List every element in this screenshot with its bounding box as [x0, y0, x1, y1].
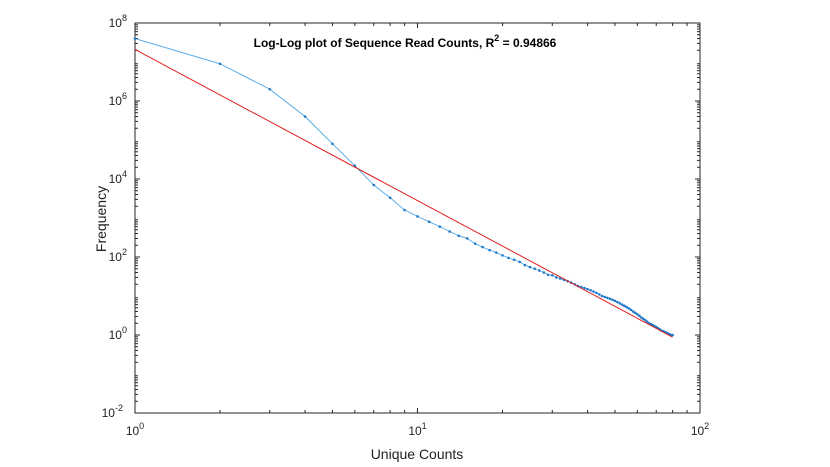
y-tick-label-base: 10 [109, 328, 123, 342]
data-point [388, 196, 392, 200]
data-point [416, 215, 419, 218]
data-point [555, 276, 558, 279]
data-point [494, 251, 498, 254]
x-tick-label-base: 10 [408, 424, 422, 438]
data-point [671, 333, 674, 337]
data-point [542, 271, 546, 274]
y-tick-label: 108 [109, 13, 127, 30]
data-point [465, 237, 469, 240]
y-tick-label-base: 10 [109, 172, 123, 186]
chart-title-superscript: 2 [494, 33, 499, 43]
y-tick-label: 10-2 [102, 403, 123, 420]
data-point [597, 293, 601, 296]
regression-fit-line [134, 48, 673, 338]
chart-title-main: Log-Log plot of Sequence Read Counts, R [254, 36, 495, 50]
data-point [638, 314, 641, 318]
data-point [438, 225, 442, 228]
data-point [583, 286, 586, 290]
y-tick-label-base: 10 [109, 94, 123, 108]
data-point [589, 289, 592, 292]
data-point [613, 299, 617, 303]
x-tick-label: 101 [408, 421, 426, 438]
data-point [631, 310, 635, 313]
data-point [643, 318, 647, 322]
data-point [457, 234, 461, 238]
y-tick-label-exponent: -2 [115, 403, 123, 413]
x-tick-label: 100 [126, 421, 144, 438]
data-point [603, 295, 607, 299]
y-tick-label-exponent: 8 [122, 13, 127, 23]
data-point [533, 267, 537, 271]
y-tick-label: 102 [109, 247, 127, 264]
x-tick-label-base: 10 [691, 424, 705, 438]
data-point [488, 248, 491, 252]
data-point [518, 260, 521, 264]
data-point [645, 320, 649, 323]
y-tick-label-exponent: 6 [122, 91, 127, 101]
y-tick-label: 104 [109, 169, 127, 186]
y-axis-label: Frequency [93, 186, 109, 252]
data-point [523, 263, 527, 267]
data-point [427, 220, 431, 224]
chart-title: Log-Log plot of Sequence Read Counts, R2… [254, 33, 557, 50]
data-point [448, 230, 451, 233]
data-point [618, 302, 622, 305]
data-point [538, 269, 541, 272]
series-layer [133, 37, 674, 338]
data-point [218, 62, 222, 66]
data-point [372, 183, 376, 187]
x-tick-label-exponent: 2 [704, 421, 709, 431]
data-point [633, 311, 637, 315]
y-tick-label-exponent: 0 [122, 325, 127, 335]
x-axis-label: Unique Counts [371, 446, 464, 462]
data-point [331, 142, 334, 146]
data-point [507, 256, 510, 260]
data-point [595, 291, 598, 295]
data-point [473, 242, 477, 245]
x-tick-label: 102 [691, 421, 709, 438]
data-point [133, 37, 137, 40]
y-tick-label-exponent: 4 [122, 169, 127, 179]
x-tick-label-base: 10 [126, 424, 140, 438]
data-point [642, 317, 645, 321]
y-tick-label-base: 10 [102, 406, 116, 420]
data-point [636, 312, 639, 316]
data-point [512, 258, 516, 262]
data-point [616, 300, 619, 304]
y-tick-label: 100 [109, 325, 127, 342]
data-point [611, 298, 614, 302]
data-point [586, 287, 589, 291]
data-point [592, 290, 595, 293]
data-point [625, 305, 628, 309]
data-point [627, 307, 631, 310]
data-point [608, 297, 612, 301]
data-point [546, 273, 550, 277]
y-tick-label-base: 10 [109, 250, 123, 264]
data-point [640, 316, 643, 319]
data-point [268, 87, 272, 91]
data-point [623, 304, 626, 308]
y-tick-label: 106 [109, 91, 127, 108]
data-point [550, 273, 554, 277]
data-point [528, 265, 532, 269]
data-point [303, 115, 307, 118]
data-point [629, 308, 633, 312]
data-point [403, 208, 406, 212]
data-point [600, 294, 604, 298]
x-tick-label-exponent: 0 [139, 421, 144, 431]
data-point [620, 303, 624, 306]
y-tick-label-exponent: 2 [122, 247, 127, 257]
y-tick-label-base: 10 [109, 16, 123, 30]
x-tick-label-exponent: 1 [422, 421, 427, 431]
data-point [501, 254, 504, 257]
data-point [481, 245, 484, 249]
plot-area [134, 22, 701, 414]
data-point [606, 296, 609, 300]
chart-title-suffix: = 0.94866 [499, 36, 556, 50]
